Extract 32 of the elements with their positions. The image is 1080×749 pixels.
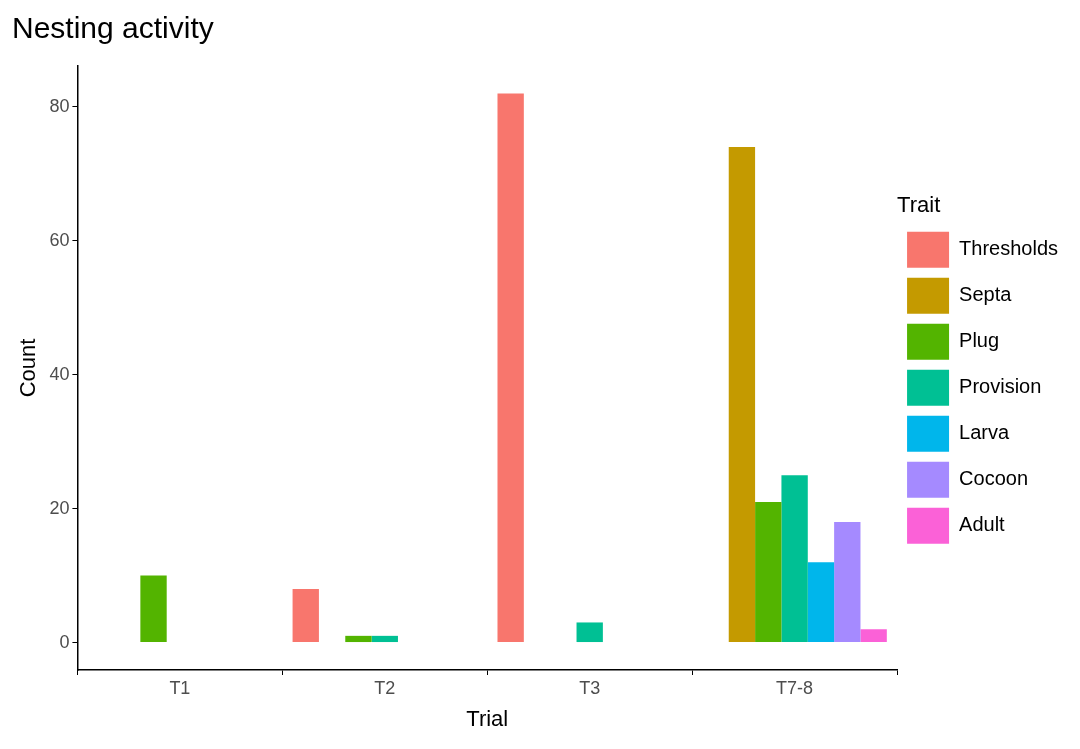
legend-label: Larva [959, 421, 1010, 444]
chart-title: Nesting activity [12, 11, 214, 45]
bar [781, 475, 808, 643]
bar [497, 93, 524, 643]
y-tick-label: 0 [59, 631, 70, 652]
legend-label: Provision [959, 375, 1042, 398]
y-tick-label: 60 [49, 229, 70, 250]
x-tick-label: T2 [374, 677, 396, 698]
legend-label: Thresholds [959, 237, 1058, 260]
bar [755, 501, 782, 643]
bar [292, 588, 319, 643]
y-tick-label: 40 [49, 363, 70, 384]
x-tick-label: T3 [579, 677, 601, 698]
y-tick-label: 80 [49, 95, 70, 116]
bar [345, 635, 372, 643]
bar [576, 622, 603, 643]
bar [834, 522, 861, 643]
bar [807, 562, 835, 643]
x-tick-label: T7-8 [776, 677, 814, 698]
y-axis-title: Count [15, 338, 41, 398]
x-tick-label: T1 [169, 677, 191, 698]
legend-label: Septa [959, 283, 1013, 306]
legend-label: Adult [959, 513, 1006, 536]
legend-label: Plug [959, 329, 1000, 352]
x-axis-title: Trial [466, 705, 509, 731]
legend-title: Trait [897, 192, 941, 218]
bar [728, 147, 756, 643]
bar [860, 629, 887, 643]
bar [371, 635, 398, 643]
bar [140, 575, 167, 643]
legend-label: Cocoon [959, 467, 1028, 490]
y-tick-label: 20 [49, 497, 70, 518]
